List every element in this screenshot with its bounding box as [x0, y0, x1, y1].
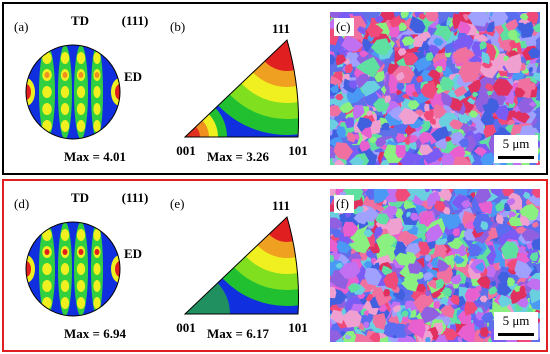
top-frame — [2, 2, 548, 175]
ipf-outline — [183, 216, 300, 315]
td-label: TD — [71, 190, 89, 205]
max-label: Max = 3.26 — [207, 149, 269, 164]
pole-figure — [26, 45, 120, 139]
label-bg — [334, 18, 354, 36]
panel-label: (e) — [170, 196, 184, 211]
panel-label: (d) — [14, 196, 29, 211]
ipf-outline — [183, 39, 300, 138]
panel-label: (c) — [336, 19, 350, 34]
ed-label: ED — [124, 246, 142, 261]
corner-111: 111 — [272, 21, 290, 36]
plane-label: (111) — [122, 190, 149, 205]
scale-bar — [498, 156, 534, 159]
scale-label: 5 μm — [503, 136, 530, 151]
bottom-frame — [2, 179, 548, 352]
pole-figure — [26, 222, 120, 316]
corner-101: 101 — [288, 320, 308, 335]
ed-label: ED — [124, 69, 142, 84]
corner-001: 001 — [176, 320, 196, 335]
max-label: Max = 6.17 — [207, 326, 269, 341]
ebsd-map — [330, 189, 540, 342]
corner-001: 001 — [176, 143, 196, 158]
panel-label: (f) — [336, 196, 349, 211]
panel-label: (b) — [170, 19, 185, 34]
scale-label: 5 μm — [503, 313, 530, 328]
pole-outline — [25, 44, 121, 140]
td-label: TD — [71, 13, 89, 28]
corner-111: 111 — [272, 198, 290, 213]
max-label: Max = 6.94 — [64, 326, 126, 341]
plane-label: (111) — [122, 13, 149, 28]
scale-bar — [498, 333, 534, 336]
max-label: Max = 4.01 — [64, 149, 126, 164]
panel-label: (a) — [14, 19, 28, 34]
pole-outline — [25, 221, 121, 317]
label-bg — [334, 195, 354, 213]
corner-101: 101 — [288, 143, 308, 158]
